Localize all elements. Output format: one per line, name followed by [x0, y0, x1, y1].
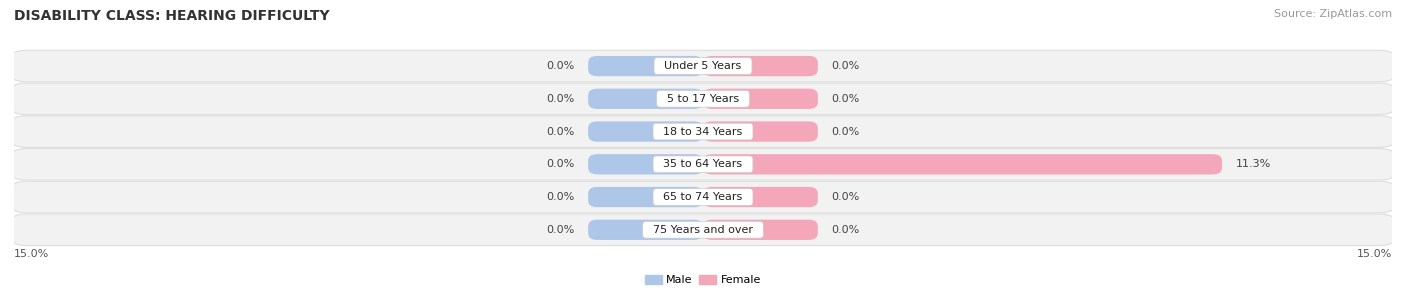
Text: 0.0%: 0.0% [831, 192, 860, 202]
Text: 35 to 64 Years: 35 to 64 Years [657, 159, 749, 169]
Text: 18 to 34 Years: 18 to 34 Years [657, 127, 749, 137]
Text: 65 to 74 Years: 65 to 74 Years [657, 192, 749, 202]
Legend: Male, Female: Male, Female [641, 270, 765, 289]
Text: 0.0%: 0.0% [546, 159, 575, 169]
Text: 0.0%: 0.0% [831, 225, 860, 235]
Text: 75 Years and over: 75 Years and over [645, 225, 761, 235]
Text: 0.0%: 0.0% [546, 127, 575, 137]
Text: 0.0%: 0.0% [546, 225, 575, 235]
FancyBboxPatch shape [703, 121, 818, 142]
FancyBboxPatch shape [588, 187, 703, 207]
FancyBboxPatch shape [588, 154, 703, 174]
Text: 0.0%: 0.0% [831, 127, 860, 137]
FancyBboxPatch shape [703, 154, 1222, 174]
FancyBboxPatch shape [703, 187, 818, 207]
Text: 5 to 17 Years: 5 to 17 Years [659, 94, 747, 104]
FancyBboxPatch shape [10, 149, 1396, 180]
FancyBboxPatch shape [10, 50, 1396, 82]
FancyBboxPatch shape [588, 56, 703, 76]
Text: 0.0%: 0.0% [831, 94, 860, 104]
FancyBboxPatch shape [588, 121, 703, 142]
FancyBboxPatch shape [703, 56, 818, 76]
FancyBboxPatch shape [588, 89, 703, 109]
Text: 0.0%: 0.0% [546, 61, 575, 71]
FancyBboxPatch shape [703, 89, 818, 109]
FancyBboxPatch shape [10, 181, 1396, 213]
FancyBboxPatch shape [10, 83, 1396, 114]
FancyBboxPatch shape [703, 220, 818, 240]
FancyBboxPatch shape [10, 214, 1396, 246]
Text: 0.0%: 0.0% [546, 94, 575, 104]
FancyBboxPatch shape [10, 116, 1396, 147]
Text: 0.0%: 0.0% [831, 61, 860, 71]
Text: DISABILITY CLASS: HEARING DIFFICULTY: DISABILITY CLASS: HEARING DIFFICULTY [14, 9, 329, 23]
Text: 0.0%: 0.0% [546, 192, 575, 202]
FancyBboxPatch shape [588, 220, 703, 240]
Text: 15.0%: 15.0% [14, 249, 49, 259]
Text: 15.0%: 15.0% [1357, 249, 1392, 259]
Text: 11.3%: 11.3% [1236, 159, 1271, 169]
Text: Source: ZipAtlas.com: Source: ZipAtlas.com [1274, 9, 1392, 19]
Text: Under 5 Years: Under 5 Years [658, 61, 748, 71]
